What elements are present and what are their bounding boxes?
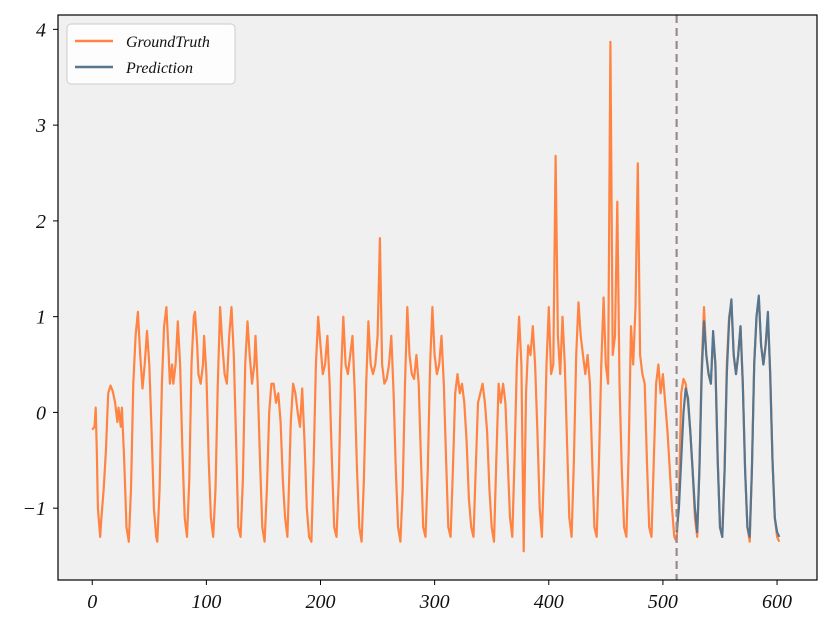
y-tick-label: −1	[23, 498, 47, 520]
series-line-prediction	[675, 294, 781, 538]
x-tick-label: 200	[306, 591, 336, 613]
x-tick-label: 100	[191, 591, 221, 613]
y-axis-ticks: −1 0 1 2 3 4	[23, 19, 58, 520]
y-tick-label: 3	[35, 115, 46, 137]
legend-label-prediction: Prediction	[125, 60, 193, 77]
legend-box	[66, 23, 236, 85]
plot-background	[58, 15, 817, 580]
series-layer	[91, 40, 781, 553]
x-tick-label: 500	[648, 591, 678, 613]
y-tick-label: 2	[36, 211, 46, 233]
y-tick-label: 1	[36, 307, 46, 329]
plot-frame	[57, 14, 818, 581]
x-tick-label: 300	[419, 591, 450, 613]
y-tick-label: 0	[36, 402, 46, 424]
x-tick-label: 600	[762, 591, 792, 613]
x-tick-label: 400	[534, 591, 564, 613]
x-axis-ticks: 0 100 200 300 400 500 600	[87, 580, 792, 613]
legend-label-groundtruth: GroundTruth	[126, 34, 210, 51]
series-line-groundtruth	[91, 40, 781, 553]
x-tick-label: 0	[87, 591, 97, 613]
legend: GroundTruth Prediction	[66, 23, 236, 85]
y-tick-label: 4	[36, 19, 46, 41]
